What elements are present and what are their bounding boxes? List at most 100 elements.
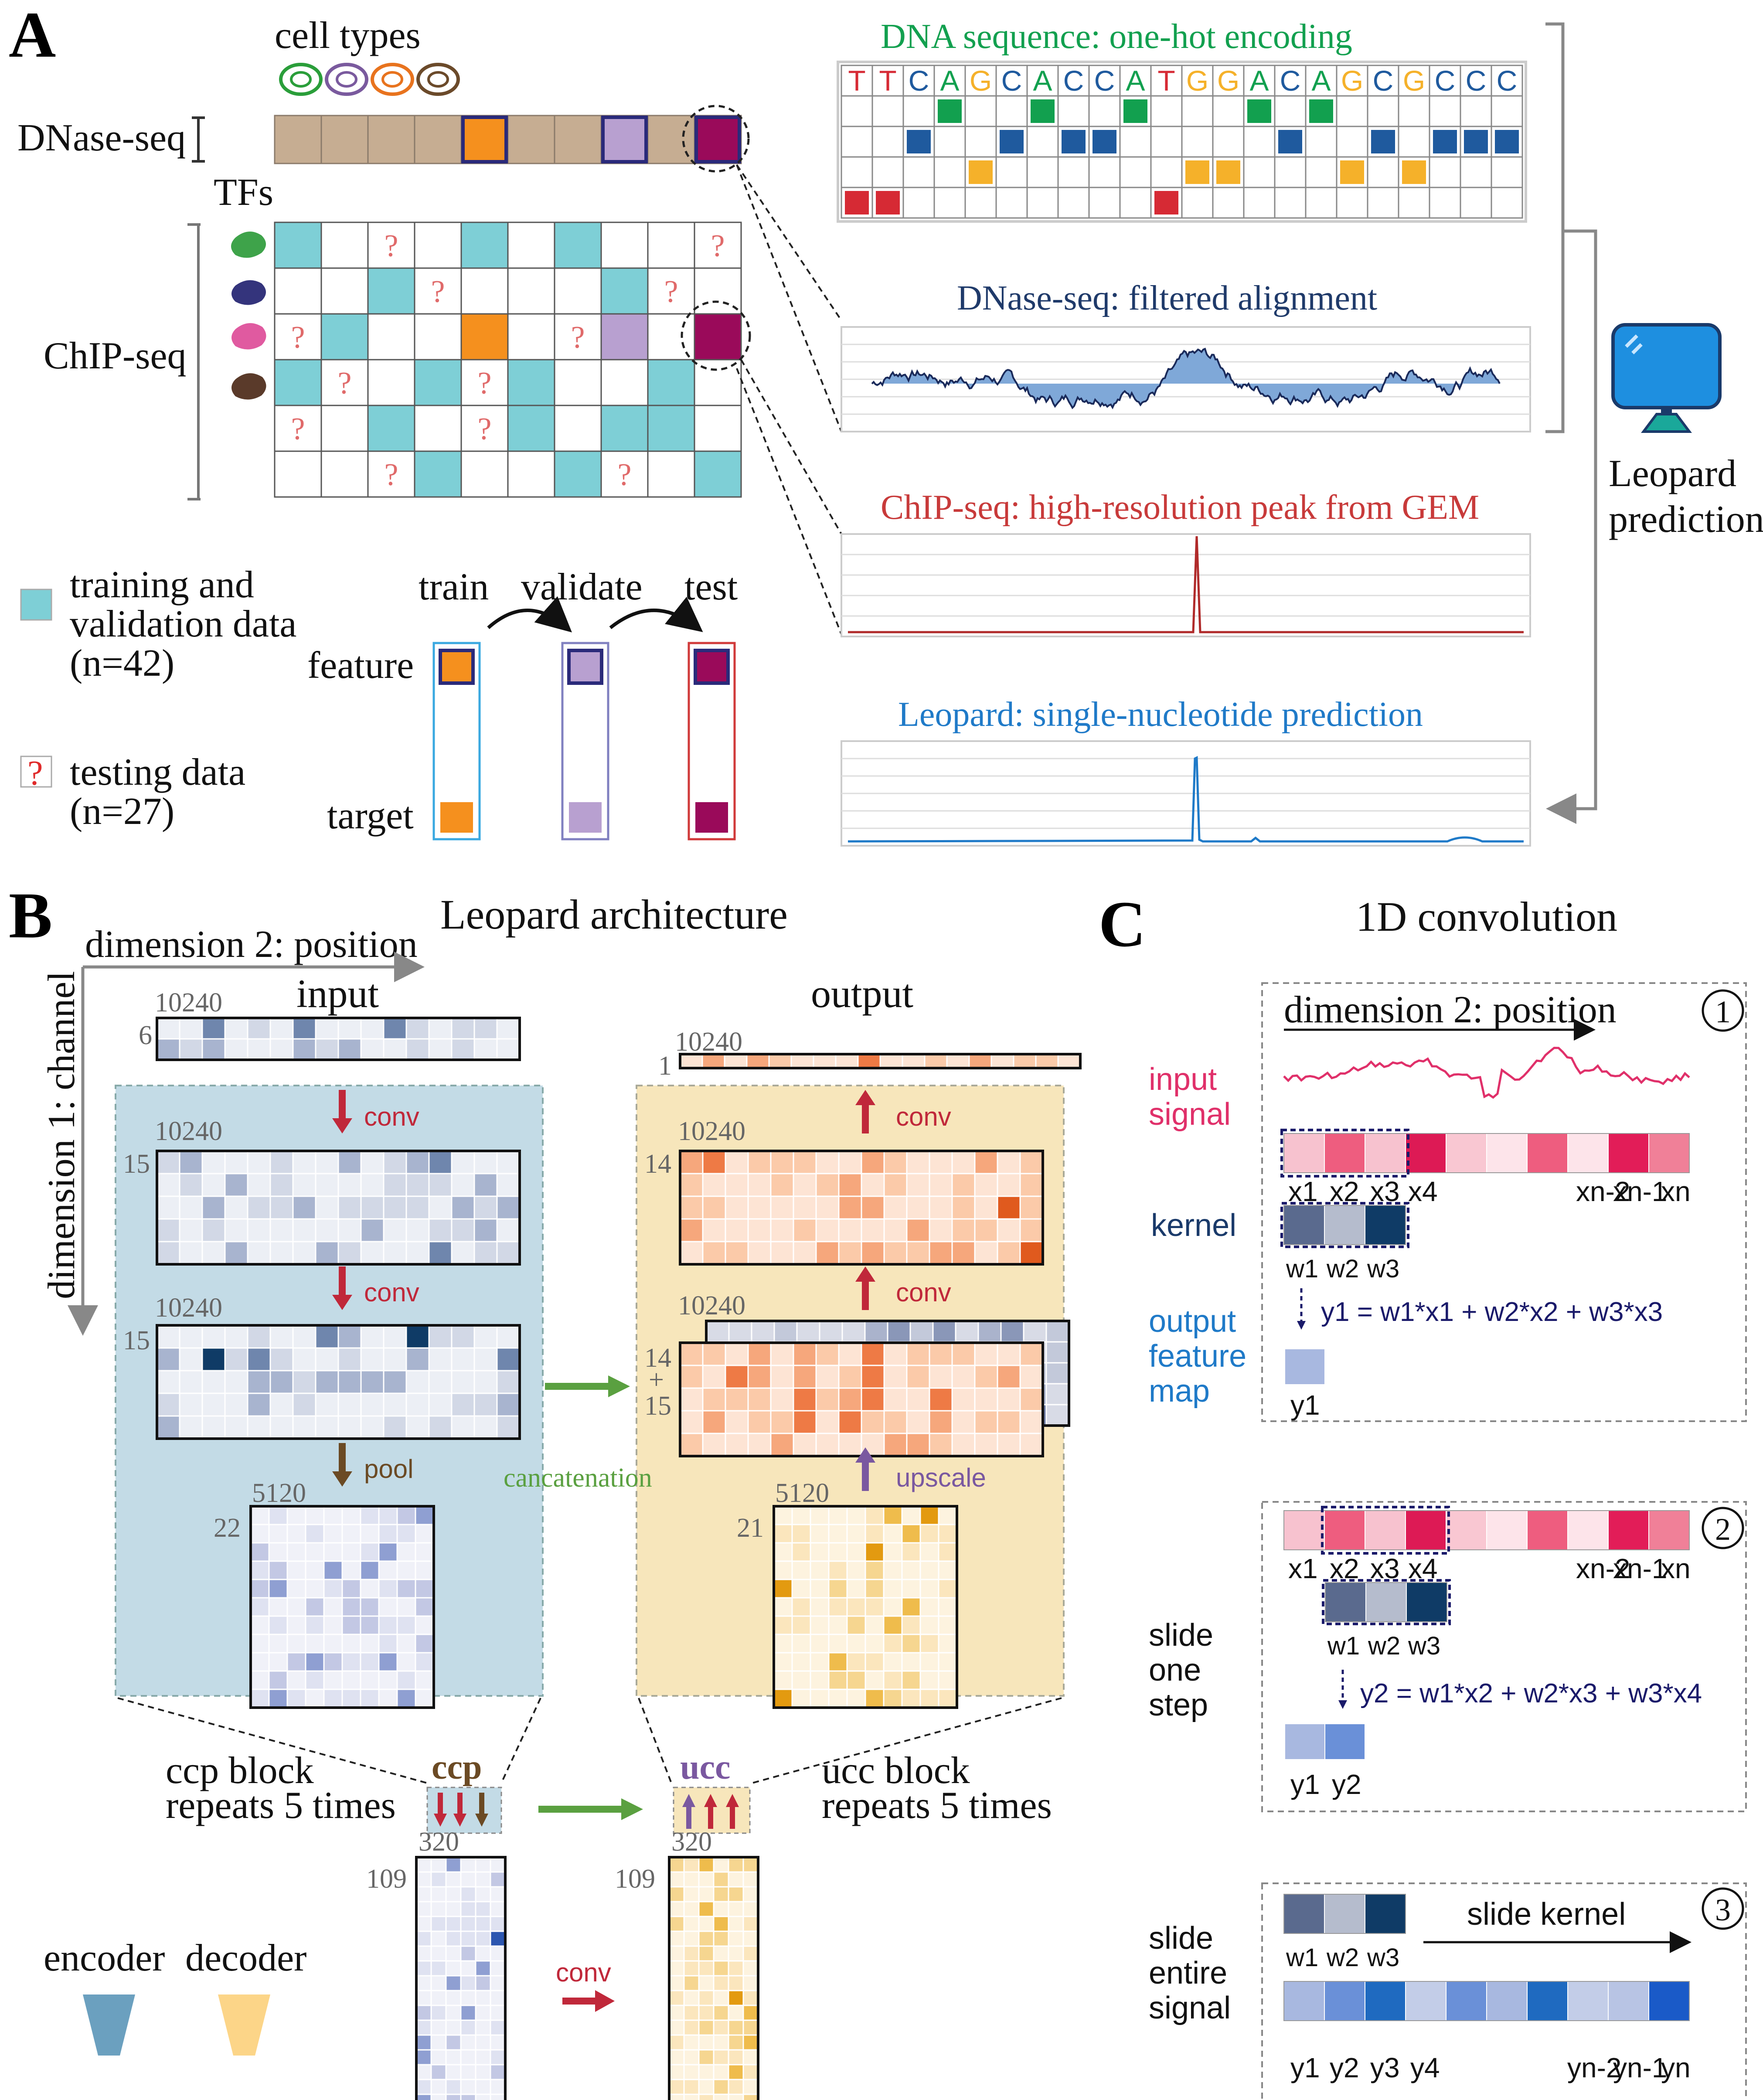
matrix-cell [698, 1856, 715, 1873]
matrix-cell [951, 1410, 976, 1434]
chip-cell [507, 267, 555, 315]
matrix-cell [932, 1320, 956, 1343]
matrix-cell [698, 2049, 715, 2066]
input-cell [1405, 1133, 1446, 1173]
matrix-cell [838, 1365, 862, 1389]
kernel-cell [1283, 1894, 1325, 1934]
matrix-cell [929, 1410, 953, 1434]
ccp-arrows [434, 1793, 488, 1827]
onehot-cell [1336, 187, 1368, 219]
matrix-cell [668, 2093, 685, 2100]
matrix-cell [828, 1542, 848, 1562]
matrix-cell [490, 1901, 506, 1917]
matrix-cell [883, 1560, 903, 1580]
chip-cell [600, 267, 649, 315]
chip-cell [367, 313, 415, 361]
matrix-cell [791, 1670, 811, 1690]
matrix-cell [451, 1324, 475, 1349]
matrix-cell [906, 1218, 930, 1242]
matrix-cell [791, 1524, 811, 1544]
matrix-cell [360, 1524, 380, 1544]
matrix-cell [286, 1634, 306, 1654]
matrix-cell [490, 1886, 506, 1903]
matrix-cell [861, 1342, 885, 1366]
onehot-cell [995, 95, 1028, 127]
matrix-cell [791, 1505, 811, 1525]
matrix-cell [713, 1990, 729, 2006]
matrix-cell [683, 2093, 700, 2100]
matrix-cell [405, 1218, 430, 1242]
matrix-cell [901, 1634, 921, 1654]
onehot-cell [1367, 95, 1399, 127]
matrix-cell [415, 1634, 435, 1654]
matrix-cell [490, 1856, 506, 1873]
train-column [432, 642, 481, 841]
matrix-cell [360, 1579, 380, 1599]
matrix-cell [430, 2079, 447, 2095]
question-mark: ? [385, 228, 398, 263]
x-label: xn [1661, 1553, 1691, 1584]
concat-channel-14: 14 [644, 1343, 671, 1373]
matrix-cell [451, 1370, 475, 1394]
matrix-cell [747, 1387, 772, 1412]
matrix-cell [445, 1990, 462, 2006]
matrix-cell [286, 1579, 306, 1599]
matrix-cell [790, 1053, 814, 1069]
matrix-cell [728, 2049, 744, 2066]
matrix-cell [315, 1241, 339, 1265]
matrix-cell [430, 1930, 447, 1947]
matrix-cell [415, 1688, 435, 1709]
matrix-cell [224, 1017, 248, 1040]
matrix-cell [815, 1241, 840, 1265]
matrix-cell [445, 1871, 462, 1888]
matrix-cell [305, 1670, 325, 1690]
matrix-cell [179, 1173, 203, 1197]
matrix-cell [725, 1365, 749, 1389]
chip-cell [414, 313, 462, 361]
matrix-cell [683, 2064, 700, 2080]
dconv-label-2: conv [896, 1278, 951, 1307]
matrix-cell [460, 2034, 476, 2051]
onehot-cell [1305, 126, 1338, 158]
step1-number: 1 [1715, 994, 1731, 1029]
matrix-cell [305, 1634, 325, 1654]
matrix-cell [315, 1392, 339, 1417]
matrix-cell [405, 1241, 430, 1265]
matrix-cell [405, 1324, 430, 1349]
matrix-cell [415, 1579, 435, 1599]
matrix-cell [475, 1990, 491, 2006]
matrix-cell [405, 1038, 430, 1061]
onehot-cell [1367, 156, 1399, 188]
dnase-cell [367, 115, 415, 164]
matrix-cell [864, 1634, 885, 1654]
w-label: w2 [1368, 1632, 1400, 1660]
panel-b-letter: B [9, 879, 52, 952]
matrix-cell [698, 2019, 715, 2036]
matrix-cell [451, 1415, 475, 1440]
matrix-frame [415, 1856, 507, 2100]
leopard-gridlines [841, 740, 1531, 847]
w-label: w1 [1286, 1943, 1318, 1972]
train-to-validate-arrow [487, 596, 572, 633]
matrix-cell [810, 1615, 830, 1635]
matrix-cell [179, 1195, 203, 1220]
matrix-cell [224, 1173, 248, 1197]
onehot-mark [1123, 99, 1147, 123]
kernel-window-2 [1322, 1579, 1451, 1625]
question-mark: ? [385, 457, 398, 492]
dnase-seq-label: DNase-seq [17, 117, 186, 159]
matrix-cell [179, 1324, 203, 1349]
plot-frame [841, 533, 1531, 637]
matrix-cell [445, 1930, 462, 1947]
w-label: w3 [1367, 1943, 1399, 1972]
matrix-cell [713, 2034, 729, 2051]
matrix-cell [247, 1150, 271, 1174]
matrix-cell [337, 1324, 362, 1349]
matrix-cell [828, 1652, 848, 1672]
dna-letter-cell [902, 65, 935, 97]
matrix-cell [179, 1038, 203, 1061]
concat-label: cancatenation [504, 1463, 652, 1493]
matrix-cell [974, 1218, 998, 1242]
matrix-cell [383, 1415, 407, 1440]
